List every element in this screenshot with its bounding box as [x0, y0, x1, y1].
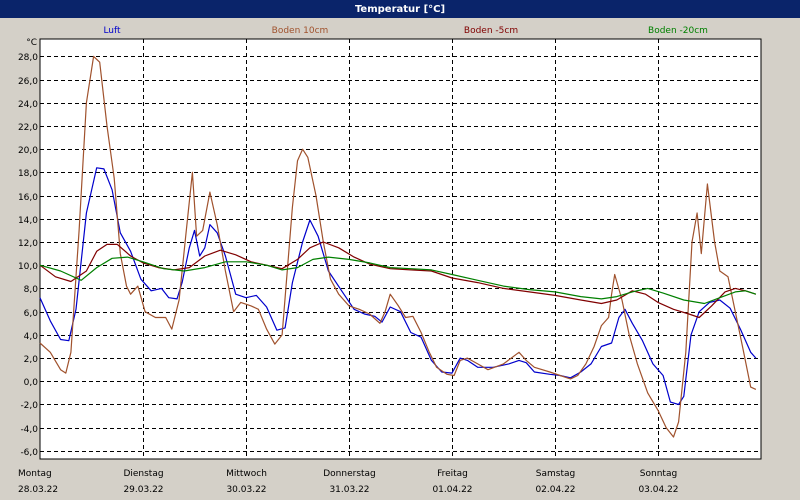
y-tick-label: 12,0 [18, 239, 38, 249]
legend-entry: Luft [103, 26, 121, 36]
plot-area [39, 38, 762, 460]
y-tick-label: -2,0 [20, 401, 38, 411]
x-tick-date-label: 02.04.22 [535, 485, 575, 495]
x-tick-date-label: 03.04.22 [638, 485, 678, 495]
y-tick-label: 6,0 [24, 309, 39, 319]
y-tick-label: 26,0 [18, 77, 38, 87]
x-tick-day-label: Donnerstag [323, 469, 376, 479]
x-tick-day-label: Sonntag [640, 469, 677, 479]
temperature-chart: 28,0 26,0 24,0 22,0 20,0 18,0 16,0 14,0 12,0 10,0… [18, 26, 762, 495]
chart-title: Temperatur [°C] [354, 3, 446, 15]
y-tick-label: 28,0 [18, 53, 38, 63]
series-line [39, 167, 757, 406]
y-tick-label: 16,0 [18, 193, 38, 203]
x-tick-date-label: 01.04.22 [432, 485, 472, 495]
y-tick-label: 0,0 [24, 378, 39, 388]
x-tick-day-label: Montag [18, 469, 52, 479]
y-tick-label: 4,0 [24, 332, 39, 342]
legend-entry: Boden -5cm [464, 26, 518, 36]
y-tick-label: 24,0 [18, 100, 38, 110]
legend-entry: Boden 10cm [272, 26, 329, 36]
x-tick-day-label: Dienstag [123, 469, 163, 479]
chart-title-bar: Temperatur [°C] [0, 0, 800, 18]
series-line [39, 55, 757, 438]
y-tick-label: -4,0 [20, 425, 38, 435]
y-axis-unit: °C [26, 38, 37, 48]
y-tick-label: 22,0 [18, 123, 38, 133]
x-tick-date-label: 31.03.22 [329, 485, 369, 495]
y-tick-label: 20,0 [18, 146, 38, 156]
x-tick-date-label: 29.03.22 [123, 485, 163, 495]
x-tick-day-label: Samstag [536, 469, 575, 479]
y-tick-label: 14,0 [18, 216, 38, 226]
y-tick-label: 8,0 [24, 285, 39, 295]
legend-entry: Boden -20cm [648, 26, 708, 36]
y-tick-label: 18,0 [18, 169, 38, 179]
y-tick-label: -6,0 [20, 448, 38, 458]
y-tick-label: 10,0 [18, 262, 38, 272]
y-tick-label: 2,0 [24, 355, 39, 365]
x-tick-date-label: 30.03.22 [226, 485, 266, 495]
x-tick-day-label: Mittwoch [226, 469, 267, 479]
x-tick-day-label: Freitag [437, 469, 468, 479]
x-tick-date-label: 28.03.22 [18, 485, 58, 495]
series-line [39, 256, 757, 305]
